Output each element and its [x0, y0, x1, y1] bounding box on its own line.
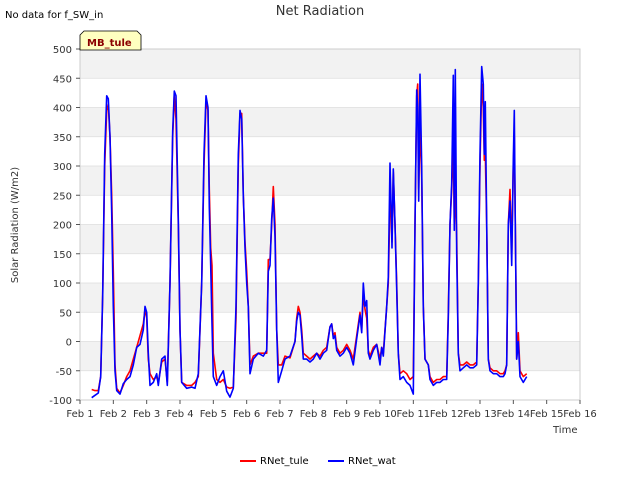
y-tick-label: 0: [66, 338, 72, 349]
y-tick-label: 50: [59, 308, 72, 319]
y-tick-label: 450: [53, 74, 72, 85]
x-tick-label: Feb 8: [300, 409, 327, 420]
legend-label-rnet-wat: RNet_wat: [348, 456, 396, 467]
x-tick-label: Feb 3: [133, 409, 160, 420]
x-tick-label: Feb 9: [333, 409, 360, 420]
x-tick-label: Feb 15: [530, 409, 564, 420]
x-tick-label: Feb 1: [66, 409, 93, 420]
series-line-rnet-wat: [91, 65, 528, 399]
y-tick-label: 500: [53, 45, 72, 56]
x-tick-label: Feb 10: [363, 409, 397, 420]
x-tick-label: Feb 13: [463, 409, 497, 420]
y-tick-label: 250: [53, 191, 72, 202]
band: [80, 49, 580, 79]
no-data-note: No data for f_SW_in: [5, 10, 103, 21]
band: [80, 107, 580, 137]
band: [80, 224, 580, 254]
y-tick-label: 300: [53, 162, 72, 173]
x-tick-label: Feb 14: [497, 409, 531, 420]
x-axis-ticks: Feb 1 Feb 2 Feb 3 Feb 4 Feb 5 Feb 6 Feb 7 Feb 8…: [66, 400, 597, 420]
x-tick-label: Feb 7: [266, 409, 293, 420]
x-tick-label: Feb 2: [100, 409, 127, 420]
y-tick-label: 350: [53, 133, 72, 144]
x-tick-label: Feb 11: [397, 409, 431, 420]
y-axis-ticks: -100 -50 0 50 100 150 200 250 300 350 400 450 500: [49, 45, 80, 407]
site-label-box: MB_tule: [79, 30, 142, 51]
x-tick-label: Feb 4: [166, 409, 193, 420]
chart-title: Net Radiation: [276, 4, 364, 19]
legend: RNet_tule RNet_wat: [240, 456, 396, 467]
y-tick-label: 400: [53, 104, 72, 115]
y-axis-label: Solar Radiation (W/m2): [10, 167, 21, 283]
band: [80, 283, 580, 313]
y-tick-label: -100: [49, 396, 72, 407]
band: [80, 341, 580, 371]
y-tick-label: -50: [56, 367, 72, 378]
x-axis-label: Time: [552, 425, 577, 436]
x-tick-label: Feb 5: [200, 409, 227, 420]
x-tick-label: Feb 12: [430, 409, 464, 420]
x-tick-label: Feb 16: [563, 409, 597, 420]
site-label: MB_tule: [87, 38, 132, 49]
y-tick-label: 100: [53, 279, 72, 290]
legend-label-rnet-tule: RNet_tule: [260, 456, 309, 467]
band: [80, 166, 580, 196]
series-lines: [91, 65, 528, 399]
x-tick-label: Feb 6: [233, 409, 260, 420]
y-tick-label: 200: [53, 221, 72, 232]
site-label-shape: [79, 30, 142, 51]
plot-background-bands: [80, 49, 580, 371]
y-tick-label: 150: [53, 250, 72, 261]
